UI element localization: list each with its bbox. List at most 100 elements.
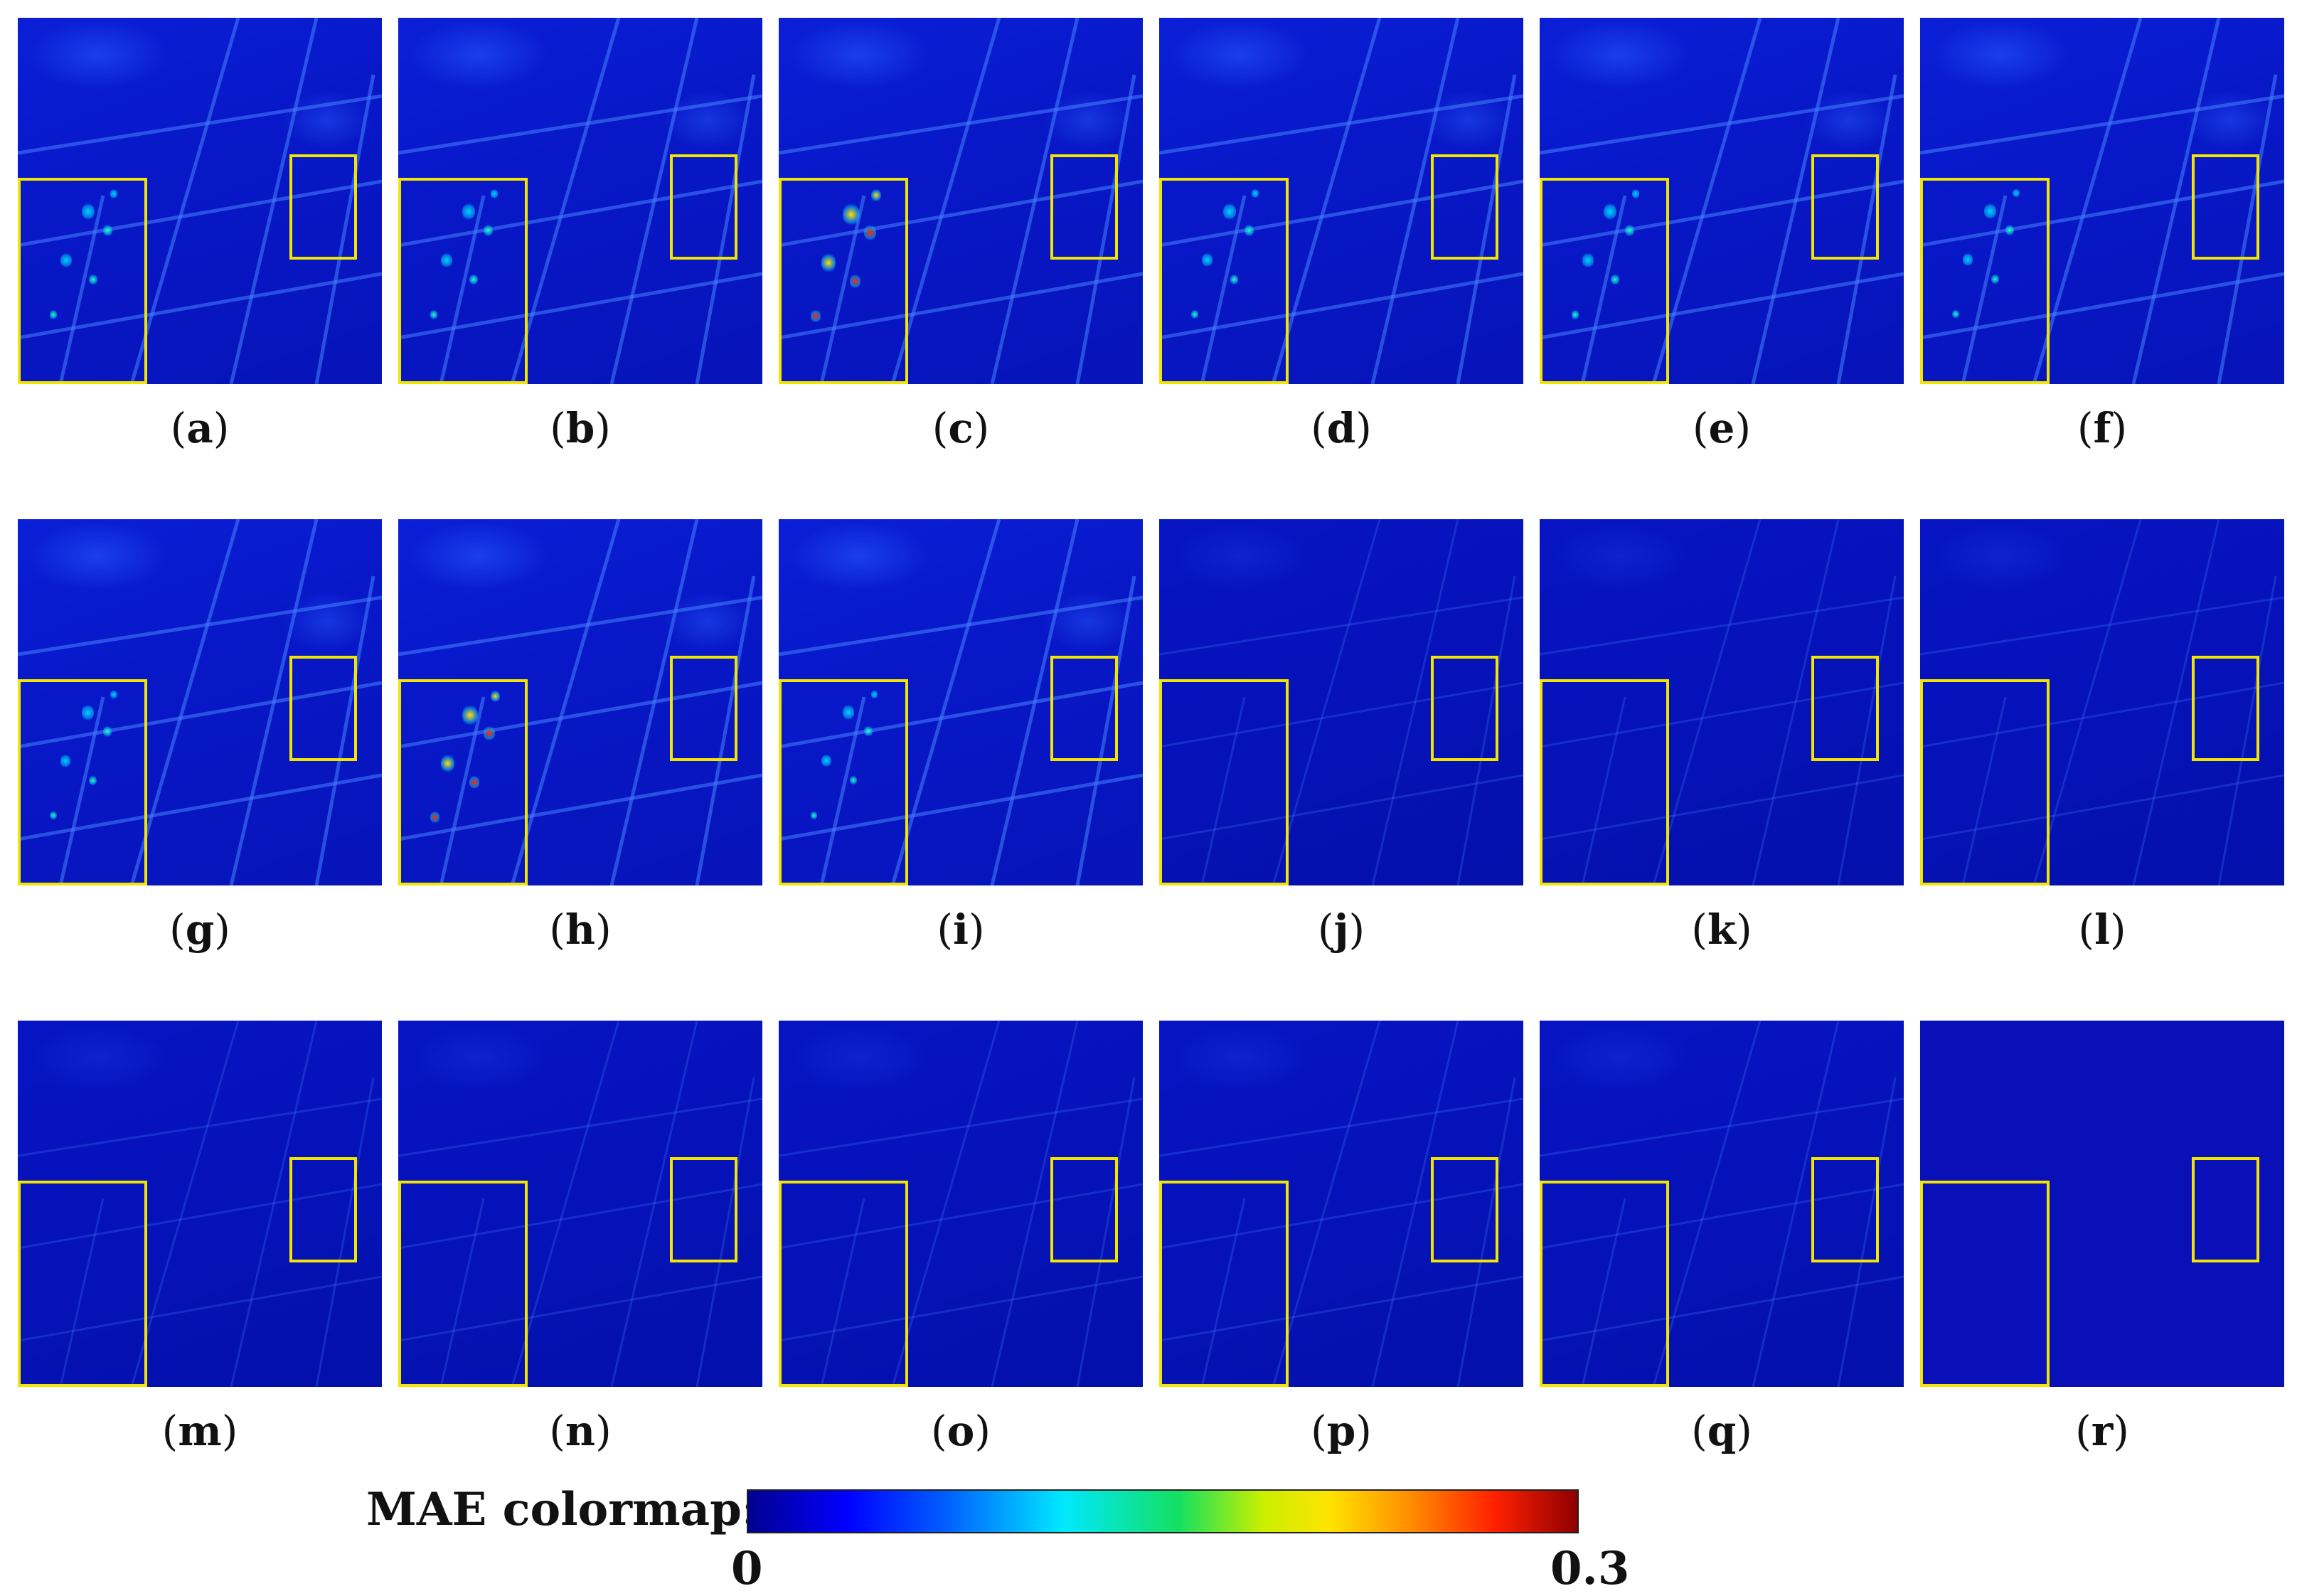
road-texture xyxy=(1540,18,1904,384)
road-line xyxy=(1752,1021,1840,1387)
panel-label-h: (h) xyxy=(549,905,612,954)
error-hotspot xyxy=(871,188,881,203)
error-hotspot xyxy=(821,252,836,273)
error-hotspot xyxy=(103,725,112,738)
road-line xyxy=(779,595,1143,656)
road-line xyxy=(1159,596,1523,656)
error-map-d xyxy=(1159,18,1523,384)
road-line xyxy=(1752,519,1840,885)
error-hotspot xyxy=(491,690,500,703)
road-line xyxy=(58,195,105,384)
road-line xyxy=(314,575,375,885)
road-texture xyxy=(398,18,762,384)
road-line xyxy=(315,1077,375,1387)
road-line xyxy=(18,272,382,340)
road-line xyxy=(398,1097,762,1157)
error-hotspot xyxy=(1223,203,1236,220)
zoom-region-box xyxy=(2192,1157,2259,1262)
road-line xyxy=(59,1198,105,1387)
road-line xyxy=(1837,1077,1897,1387)
road-line xyxy=(779,272,1143,340)
error-hotspot xyxy=(110,188,118,199)
road-line xyxy=(891,1021,1001,1387)
error-hotspot xyxy=(60,754,71,769)
zoom-region-box xyxy=(670,1157,737,1262)
error-hotspot xyxy=(1202,252,1213,267)
road-line xyxy=(1961,696,2007,885)
road-line xyxy=(1272,1021,1381,1387)
road-line xyxy=(1540,774,1904,841)
road-line xyxy=(609,519,699,885)
error-hotspot xyxy=(1245,224,1254,237)
error-hotspot xyxy=(82,203,95,221)
error-map-n xyxy=(398,1021,762,1387)
error-hotspot xyxy=(491,188,499,199)
zoom-inset-box xyxy=(1540,178,1669,384)
road-line xyxy=(18,681,382,749)
road-line xyxy=(1540,179,1904,248)
error-hotspot xyxy=(430,309,438,320)
road-line xyxy=(130,1021,240,1387)
zoom-region-box xyxy=(670,154,737,260)
road-line xyxy=(18,94,382,155)
error-hotspot xyxy=(462,203,476,221)
road-line xyxy=(2032,18,2143,384)
road-texture xyxy=(1159,1021,1523,1387)
road-texture xyxy=(1540,1021,1904,1387)
zoom-inset-box xyxy=(779,679,908,885)
road-line xyxy=(779,681,1143,749)
colorbar-max-label: 0.3 xyxy=(1550,1542,1630,1595)
road-texture xyxy=(779,519,1143,885)
zoom-region-box xyxy=(1050,656,1118,761)
road-line xyxy=(1837,575,1897,885)
zoom-inset-box xyxy=(398,1181,528,1387)
road-line xyxy=(439,195,486,384)
error-hotspot xyxy=(89,274,97,286)
road-line xyxy=(779,773,1143,841)
road-line xyxy=(695,575,756,885)
road-line xyxy=(129,18,240,384)
road-line xyxy=(58,696,105,885)
road-line xyxy=(230,1021,318,1387)
road-texture xyxy=(18,18,382,384)
error-hotspot xyxy=(1572,309,1579,320)
road-line xyxy=(2131,18,2221,384)
zoom-inset-box xyxy=(1159,679,1289,885)
zoom-region-box xyxy=(1050,154,1118,260)
error-hotspot xyxy=(864,725,873,738)
road-line xyxy=(991,1021,1079,1387)
road-line xyxy=(890,519,1001,885)
road-line xyxy=(18,1275,382,1342)
error-hotspot xyxy=(843,203,860,227)
panel-label-j: (j) xyxy=(1317,905,1365,954)
road-line xyxy=(129,519,240,885)
zoom-inset-box xyxy=(1920,679,2050,885)
road-line xyxy=(511,1021,620,1387)
road-line xyxy=(610,1021,698,1387)
road-line xyxy=(820,1198,865,1387)
road-texture xyxy=(18,1021,382,1387)
road-line xyxy=(1652,519,1762,885)
road-line xyxy=(1540,681,1904,748)
error-hotspot xyxy=(871,690,878,699)
road-texture xyxy=(1920,18,2284,384)
error-hotspot xyxy=(462,704,479,727)
error-hotspot xyxy=(484,725,495,742)
road-line xyxy=(1370,18,1460,384)
road-line xyxy=(1652,1021,1762,1387)
panel-label-g: (g) xyxy=(169,905,230,954)
error-map-g xyxy=(18,519,382,885)
road-texture xyxy=(779,1021,1143,1387)
error-hotspot xyxy=(1252,188,1259,198)
road-line xyxy=(1836,74,1897,384)
error-hotspot xyxy=(1632,188,1640,199)
error-hotspot xyxy=(1984,203,1996,220)
error-hotspot xyxy=(441,252,452,268)
road-line xyxy=(2132,519,2220,885)
panel-label-f: (f) xyxy=(2077,404,2128,452)
error-hotspot xyxy=(50,309,58,320)
road-line xyxy=(1751,18,1840,384)
error-hotspot xyxy=(1952,309,1959,319)
zoom-inset-box xyxy=(18,178,147,384)
road-line xyxy=(1540,1275,1904,1342)
